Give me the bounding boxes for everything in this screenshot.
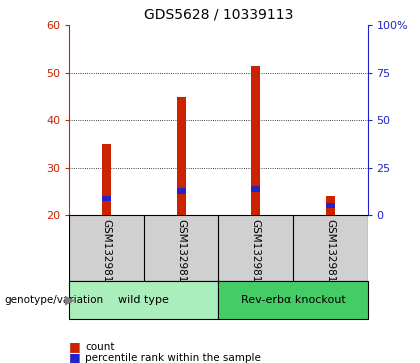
Text: ■: ■ [69,351,81,363]
Bar [177,97,186,216]
Bar [251,66,260,216]
Bar [102,196,111,201]
Text: count: count [85,342,115,352]
Bar [326,196,335,216]
Bar [218,281,368,319]
Text: percentile rank within the sample: percentile rank within the sample [85,352,261,363]
Bar [177,188,186,194]
Bar [326,203,335,208]
Text: Rev-erbα knockout: Rev-erbα knockout [241,295,345,305]
Bar [102,144,111,216]
Text: ■: ■ [69,340,81,353]
Text: genotype/variation: genotype/variation [4,295,103,305]
Title: GDS5628 / 10339113: GDS5628 / 10339113 [144,8,293,21]
Text: GSM1329812: GSM1329812 [176,219,186,289]
Bar [69,281,218,319]
Text: GSM1329813: GSM1329813 [251,219,261,289]
Bar [251,186,260,192]
Text: GSM1329814: GSM1329814 [325,219,335,289]
Text: wild type: wild type [118,295,169,305]
Text: GSM1329811: GSM1329811 [102,219,112,289]
Text: ▶: ▶ [65,294,75,307]
